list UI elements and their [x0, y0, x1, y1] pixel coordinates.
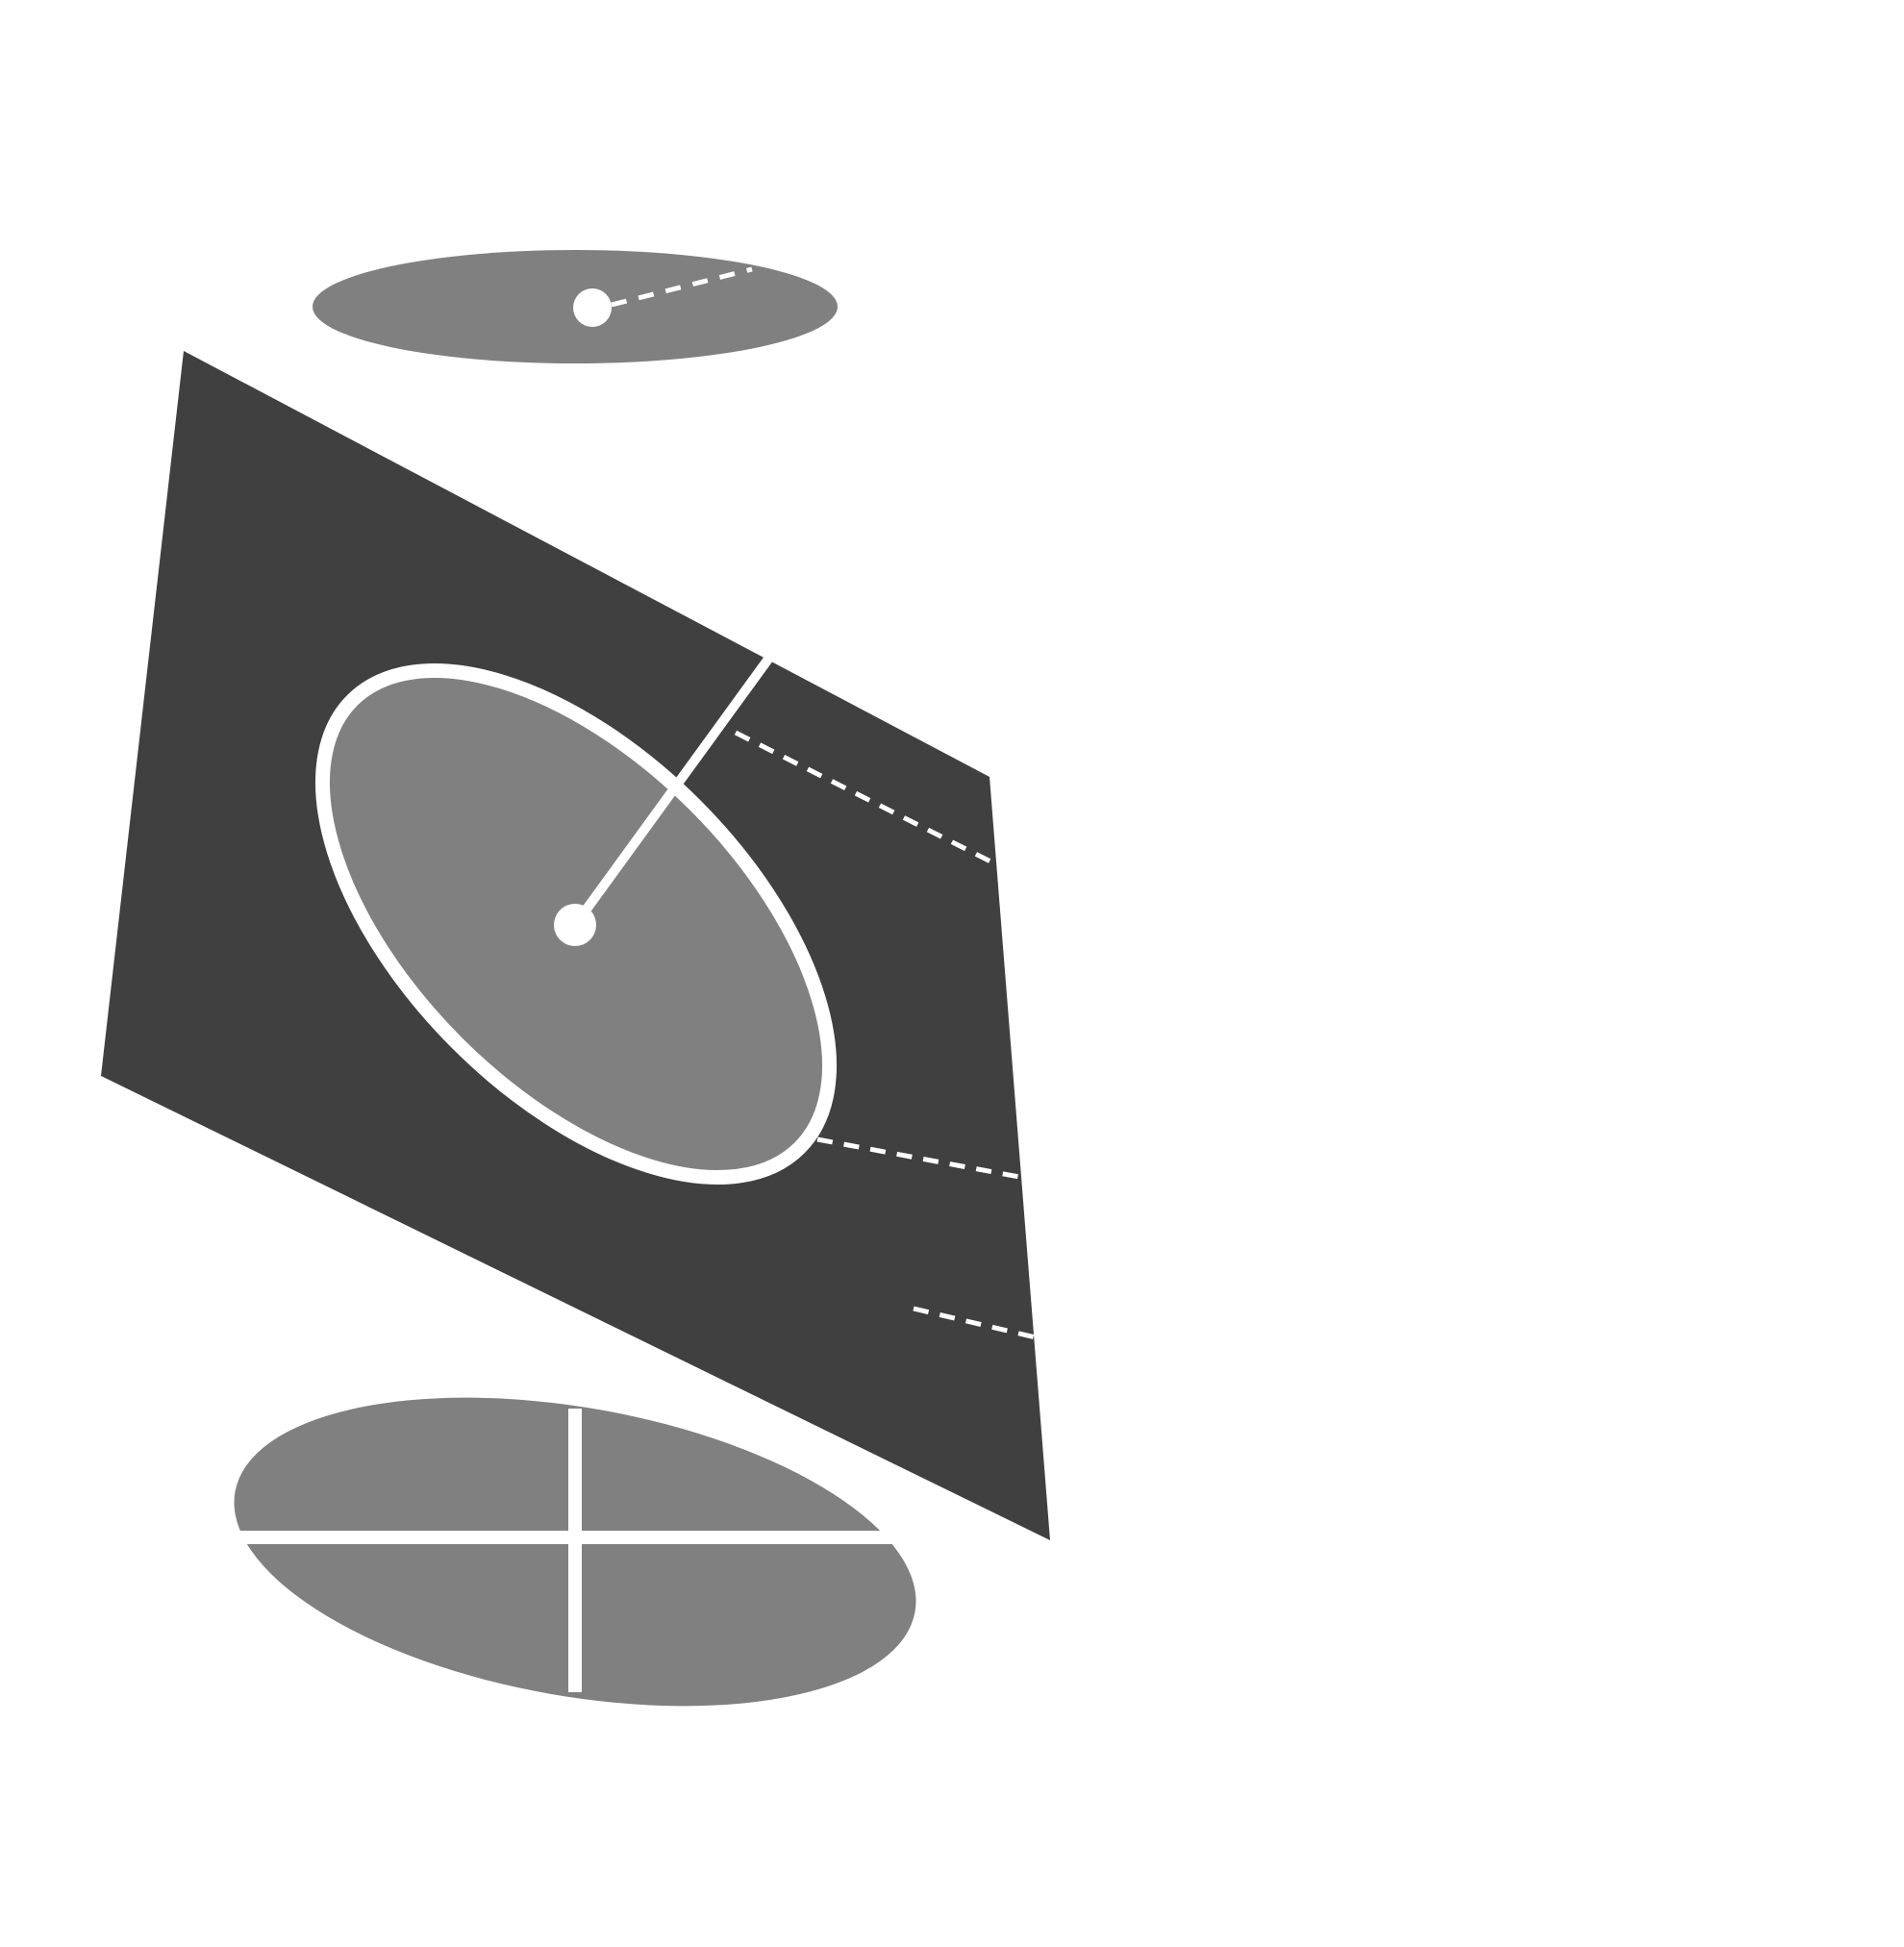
middle-dashed-guide	[816, 1136, 1020, 1180]
tilted-disc-axis	[570, 655, 774, 928]
lower-dashed-guide	[913, 1306, 1037, 1340]
bottom-disc-group	[234, 1397, 916, 1707]
tilted-disc-group	[314, 655, 1037, 1340]
upper-dashed-guide	[734, 730, 1000, 868]
top-disc-group	[313, 250, 838, 363]
top-disc-center	[573, 288, 612, 327]
top-disc-dashed-radius	[611, 266, 753, 308]
tilted-disc-center	[554, 904, 596, 946]
